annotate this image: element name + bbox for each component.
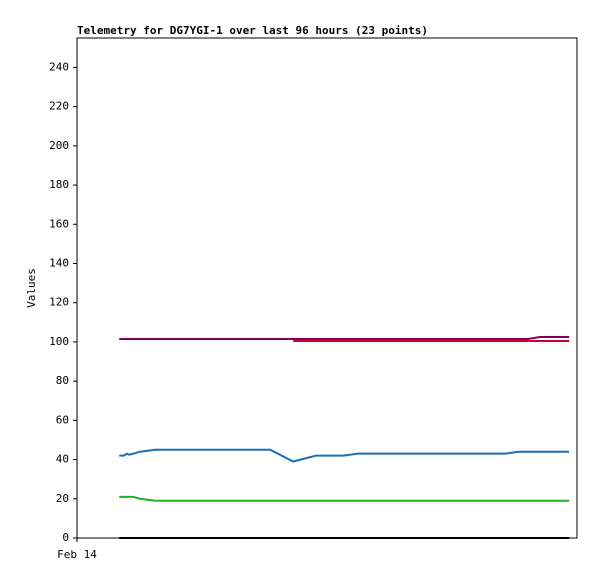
- y-tick-label: 240: [49, 60, 69, 73]
- plot-frame: [76, 37, 578, 539]
- y-tick-label: 60: [56, 413, 69, 426]
- y-tick-label: 100: [49, 335, 69, 348]
- y-tick-label: 0: [62, 531, 69, 544]
- y-tick-label: 80: [56, 374, 69, 387]
- y-tick-label: 40: [56, 453, 69, 466]
- y-tick-label: 220: [49, 100, 69, 113]
- y-tick-label: 200: [49, 139, 69, 152]
- y-tick-label: 120: [49, 296, 69, 309]
- y-tick-label: 160: [49, 217, 69, 230]
- y-tick-label: 20: [56, 492, 69, 505]
- series-line: [119, 448, 570, 463]
- chart-title: Telemetry for DG7YGI-1 over last 96 hour…: [77, 24, 428, 37]
- y-axis-label: Values: [25, 268, 38, 308]
- y-tick-label: 140: [49, 256, 69, 269]
- series-line: [119, 495, 570, 502]
- y-tick-label: 180: [49, 178, 69, 191]
- x-tick-label: Feb 14: [57, 548, 97, 561]
- series-line: [119, 336, 570, 340]
